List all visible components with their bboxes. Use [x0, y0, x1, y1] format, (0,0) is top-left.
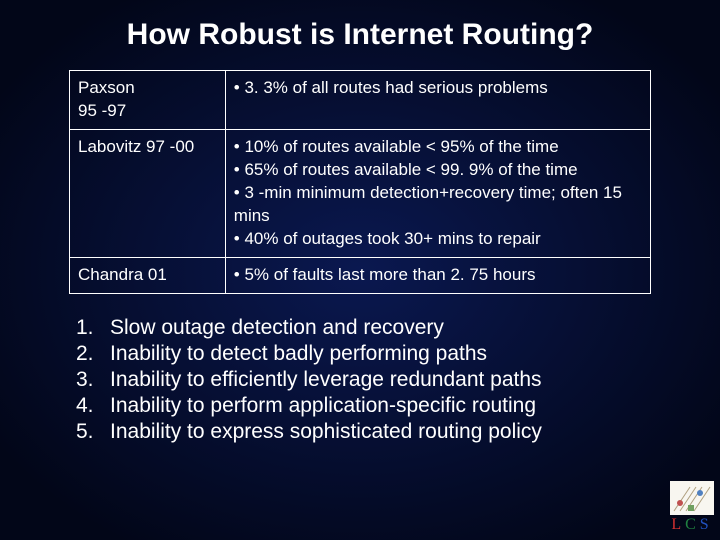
list-number: 2.	[76, 342, 110, 366]
finding-bullet: • 40% of outages took 30+ mins to repair	[234, 228, 642, 251]
finding-bullet: • 65% of routes available < 99. 9% of th…	[234, 159, 642, 182]
findings-cell: • 10% of routes available < 95% of the t…	[225, 129, 650, 257]
list-number: 4.	[76, 394, 110, 418]
list-number: 3.	[76, 368, 110, 392]
table-row: Chandra 01 • 5% of faults last more than …	[70, 257, 651, 293]
list-number: 1.	[76, 316, 110, 340]
list-number: 5.	[76, 420, 110, 444]
finding-bullet: • 5% of faults last more than 2. 75 hour…	[234, 264, 642, 287]
studies-table: Paxson95 -97 • 3. 3% of all routes had se…	[69, 70, 651, 294]
list-text: Inability to efficiently leverage redund…	[110, 368, 542, 392]
list-text: Inability to detect badly performing pat…	[110, 342, 487, 366]
list-item: 2.Inability to detect badly performing p…	[76, 342, 720, 366]
issues-list: 1.Slow outage detection and recovery2.In…	[76, 316, 720, 444]
findings-cell: • 5% of faults last more than 2. 75 hour…	[225, 257, 650, 293]
slide: How Robust is Internet Routing? Paxson95…	[0, 0, 720, 540]
table-row: Labovitz 97 -00 • 10% of routes available…	[70, 129, 651, 257]
list-text: Slow outage detection and recovery	[110, 316, 444, 340]
findings-cell: • 3. 3% of all routes had serious proble…	[225, 71, 650, 130]
list-item: 4.Inability to perform application-speci…	[76, 394, 720, 418]
lcs-text: LCS	[671, 516, 712, 534]
finding-bullet: • 3 -min minimum detection+recovery time…	[234, 182, 642, 228]
list-item: 5.Inability to express sophisticated rou…	[76, 420, 720, 444]
lcs-logo: LCS	[670, 481, 714, 534]
study-cell: Chandra 01	[70, 257, 226, 293]
list-item: 3.Inability to efficiently leverage redu…	[76, 368, 720, 392]
finding-bullet: • 3. 3% of all routes had serious proble…	[234, 77, 642, 100]
study-cell: Labovitz 97 -00	[70, 129, 226, 257]
table-row: Paxson95 -97 • 3. 3% of all routes had se…	[70, 71, 651, 130]
slide-title: How Robust is Internet Routing?	[0, 18, 720, 52]
list-text: Inability to perform application-specifi…	[110, 394, 536, 418]
finding-bullet: • 10% of routes available < 95% of the t…	[234, 136, 642, 159]
list-text: Inability to express sophisticated routi…	[110, 420, 542, 444]
lcs-art	[670, 481, 714, 515]
list-item: 1.Slow outage detection and recovery	[76, 316, 720, 340]
study-cell: Paxson95 -97	[70, 71, 226, 130]
